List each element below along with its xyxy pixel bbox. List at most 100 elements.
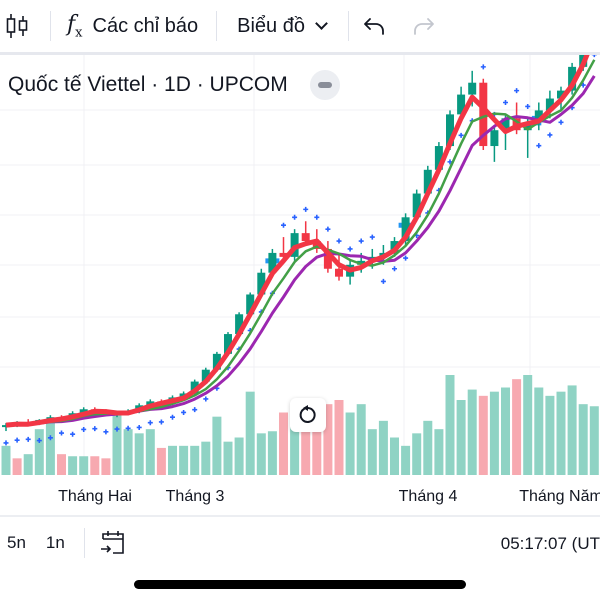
sar-dot bbox=[192, 407, 198, 413]
indicators-button[interactable]: fx Các chỉ báo bbox=[51, 0, 216, 52]
candle-body bbox=[468, 82, 477, 95]
volume-bar bbox=[101, 458, 111, 475]
sar-dot bbox=[81, 426, 87, 432]
volume-bar bbox=[534, 387, 544, 475]
sar-dot bbox=[125, 425, 131, 431]
ma-fast-line bbox=[5, 55, 590, 428]
sar-dot bbox=[70, 431, 76, 437]
volume-bar bbox=[412, 433, 422, 475]
reset-chart-button[interactable] bbox=[290, 398, 326, 432]
volume-bar bbox=[390, 437, 399, 475]
volume-bar bbox=[567, 385, 577, 475]
toolbar-divider bbox=[83, 528, 85, 558]
candle-body bbox=[545, 98, 554, 111]
time-axis[interactable]: Tháng Hai Tháng 3 Tháng 4 Tháng Năm bbox=[0, 475, 600, 517]
volume-bar bbox=[123, 429, 133, 475]
sar-dot bbox=[514, 88, 520, 94]
sar-dot bbox=[458, 132, 464, 138]
volume-bar bbox=[201, 441, 211, 475]
chart-style-button[interactable] bbox=[2, 0, 32, 52]
sar-dot bbox=[392, 266, 397, 272]
time-axis-label: Tháng 3 bbox=[165, 488, 225, 505]
volume-bar bbox=[367, 429, 377, 475]
volume-bar bbox=[256, 433, 266, 475]
redo-icon bbox=[414, 18, 434, 35]
price-chart[interactable]: Quốc tế Viettel · 1D · UPCOM bbox=[0, 55, 600, 475]
sar-dot bbox=[303, 206, 309, 212]
minus-icon bbox=[317, 82, 332, 88]
undo-button[interactable] bbox=[349, 0, 399, 52]
volume-bar bbox=[156, 447, 166, 475]
candle-body bbox=[412, 193, 421, 218]
sar-dot bbox=[47, 435, 53, 441]
symbol-title[interactable]: Quốc tế Viettel · 1D · UPCOM bbox=[8, 73, 288, 96]
candle-body bbox=[523, 122, 532, 131]
volume-bar bbox=[578, 404, 588, 475]
candle-body bbox=[323, 248, 332, 269]
candle-body bbox=[212, 353, 221, 370]
chart-type-dropdown[interactable]: Biểu đồ bbox=[217, 0, 348, 52]
sar-dot bbox=[591, 55, 597, 58]
home-indicator bbox=[134, 580, 466, 589]
candle-body bbox=[235, 314, 244, 335]
volume-bar bbox=[234, 437, 244, 475]
volume-bar bbox=[356, 404, 366, 475]
volume-bar bbox=[134, 433, 144, 475]
candle-body bbox=[557, 90, 565, 99]
calendar-goto-icon bbox=[100, 531, 124, 554]
volume-bar bbox=[34, 429, 44, 475]
candle-body bbox=[501, 118, 510, 131]
volume-bar bbox=[478, 395, 488, 475]
indicators-label: Các chỉ báo bbox=[92, 14, 199, 37]
sar-dot bbox=[114, 426, 120, 432]
candle-body bbox=[201, 369, 210, 382]
goto-date-button[interactable] bbox=[99, 529, 127, 557]
bottom-toolbar: 5n 1n 05:17:07 (UT bbox=[0, 517, 600, 569]
volume-bar bbox=[168, 445, 177, 475]
volume-bar bbox=[456, 400, 466, 475]
volume-bar bbox=[556, 391, 566, 475]
sar-dot bbox=[14, 437, 20, 443]
sar-dot bbox=[281, 222, 286, 228]
toolbar-divider bbox=[50, 11, 51, 41]
volume-bar bbox=[334, 400, 344, 475]
sar-dot bbox=[203, 396, 209, 402]
chart-toolbar: fx Các chỉ báo Biểu đồ bbox=[0, 0, 600, 55]
volume-bar bbox=[223, 441, 233, 475]
volume-bar bbox=[489, 391, 499, 475]
volume-bar bbox=[57, 454, 66, 475]
sar-dot bbox=[369, 234, 375, 240]
volume-bar bbox=[323, 404, 333, 475]
redo-button[interactable] bbox=[399, 0, 449, 52]
candle-body bbox=[312, 241, 321, 249]
clock-readout[interactable]: 05:17:07 (UT bbox=[500, 534, 600, 553]
chevron-down-icon bbox=[315, 16, 328, 30]
range-5y-button[interactable]: 5n bbox=[7, 533, 26, 552]
volume-bar bbox=[267, 431, 277, 475]
candle-body bbox=[401, 217, 410, 242]
candle-body bbox=[534, 110, 543, 123]
sar-dot bbox=[525, 103, 531, 109]
fx-icon: fx bbox=[67, 11, 83, 41]
volume-bar bbox=[212, 416, 222, 475]
volume-bar bbox=[512, 379, 522, 475]
legend-collapse-button[interactable] bbox=[309, 70, 340, 100]
sar-dots bbox=[3, 55, 597, 446]
volume-bar bbox=[523, 375, 533, 475]
range-1y-button[interactable]: 1n bbox=[45, 533, 65, 552]
candle-body bbox=[79, 409, 88, 414]
volume-bar bbox=[279, 412, 288, 475]
toolbar-divider bbox=[216, 11, 218, 41]
time-axis-label: Tháng Hai bbox=[58, 488, 132, 505]
sar-dot bbox=[59, 430, 64, 436]
sar-dot bbox=[558, 119, 564, 125]
reset-icon bbox=[299, 405, 316, 423]
sar-dot bbox=[503, 100, 508, 105]
candle-body bbox=[301, 233, 310, 242]
sar-dot bbox=[292, 214, 298, 220]
candle-body bbox=[279, 252, 288, 257]
candle-body bbox=[246, 294, 255, 315]
sar-dot bbox=[547, 132, 553, 138]
volume-bar bbox=[434, 429, 444, 475]
chart-canvas[interactable] bbox=[0, 55, 600, 475]
